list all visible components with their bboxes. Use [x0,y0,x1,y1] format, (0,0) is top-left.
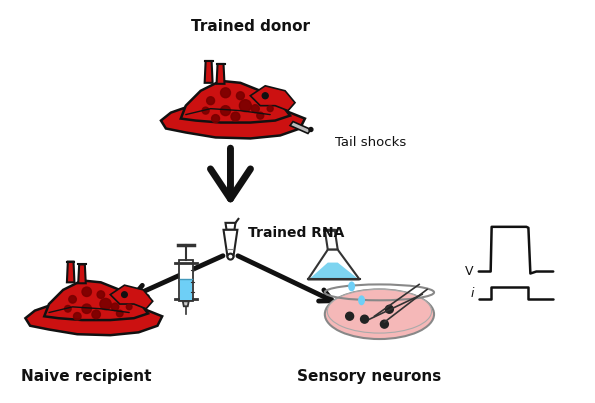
Circle shape [92,310,101,319]
Polygon shape [217,64,224,84]
Ellipse shape [358,295,365,305]
Circle shape [202,107,209,114]
Circle shape [100,298,111,310]
Polygon shape [180,279,192,300]
Circle shape [257,112,264,119]
Ellipse shape [327,289,431,333]
Circle shape [121,292,127,297]
Circle shape [262,93,268,99]
Circle shape [126,304,132,310]
Circle shape [221,88,230,98]
Circle shape [69,295,76,303]
Circle shape [380,320,389,328]
Circle shape [82,287,92,297]
Circle shape [206,97,215,105]
Text: Trained donor: Trained donor [191,19,310,34]
Circle shape [221,106,230,116]
Polygon shape [26,301,162,335]
Text: i: i [470,287,474,300]
Polygon shape [205,61,212,83]
Circle shape [64,305,71,312]
Circle shape [227,253,233,260]
Polygon shape [179,260,193,301]
Polygon shape [183,301,189,306]
Text: Sensory neurons: Sensory neurons [298,369,441,384]
Circle shape [361,315,368,323]
Polygon shape [325,230,338,250]
Polygon shape [44,280,148,320]
Circle shape [97,291,105,298]
Circle shape [346,312,353,320]
Circle shape [267,106,273,112]
Circle shape [231,112,240,121]
Circle shape [82,304,92,314]
Circle shape [212,114,220,123]
Ellipse shape [348,281,355,291]
Circle shape [117,310,123,317]
Ellipse shape [325,289,434,339]
Polygon shape [250,86,295,111]
Polygon shape [110,285,153,309]
Circle shape [74,313,81,320]
Circle shape [251,105,259,112]
Polygon shape [226,223,236,230]
Text: Tail shocks: Tail shocks [335,136,406,149]
Polygon shape [310,263,358,278]
Polygon shape [181,81,290,123]
Circle shape [239,100,251,112]
Polygon shape [308,250,359,279]
Polygon shape [224,230,237,257]
Polygon shape [290,122,311,133]
Polygon shape [78,264,86,283]
Text: Naive recipient: Naive recipient [21,369,152,384]
Text: V: V [465,265,474,278]
Circle shape [236,92,245,100]
Circle shape [111,303,119,311]
Polygon shape [67,262,74,283]
Circle shape [386,305,393,313]
Text: Trained RNA: Trained RNA [248,226,345,240]
Circle shape [309,127,313,131]
Polygon shape [161,103,305,139]
